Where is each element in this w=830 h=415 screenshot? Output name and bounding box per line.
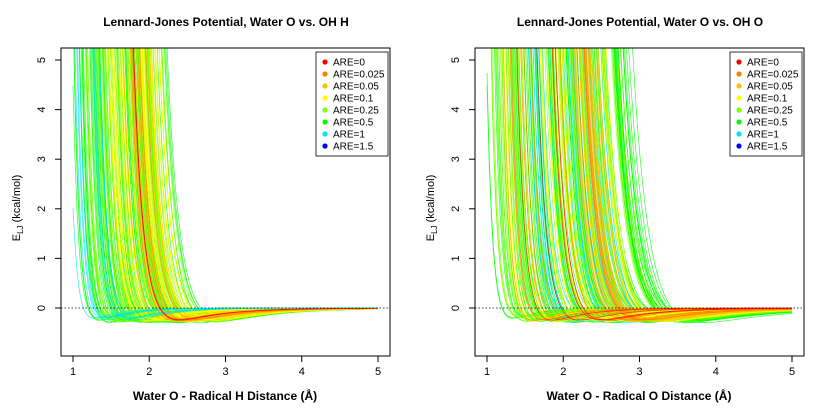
x-tick-label: 2 (146, 366, 152, 378)
y-axis-label-main: E (425, 234, 437, 241)
legend-dot (322, 71, 328, 77)
legend-dot (322, 131, 328, 137)
x-tick-label: 1 (484, 366, 490, 378)
legend-label: ARE=1.5 (333, 142, 374, 153)
chart-title: Lennard-Jones Potential, Water O vs. OH … (517, 15, 763, 29)
lj-curve (98, 48, 378, 317)
x-tick-label: 2 (560, 366, 566, 378)
legend-dot (736, 119, 742, 125)
lj-curve (102, 48, 379, 317)
x-axis-label: Water O - Radical O Distance (Å) (547, 388, 732, 403)
chart-panel-water-o-vs-oh-o: Lennard-Jones Potential, Water O vs. OH … (425, 15, 805, 403)
y-tick-label: 2 (450, 206, 462, 212)
legend: ARE=0 ARE=0.025 ARE=0.05 ARE=0.1 ARE=0.2… (729, 51, 803, 157)
lj-curve (616, 48, 793, 320)
legend-dot (322, 95, 328, 101)
legend-label: ARE=0 (333, 58, 365, 69)
chart-title: Lennard-Jones Potential, Water O vs. OH … (103, 15, 349, 29)
x-axis-label: Water O - Radical H Distance (Å) (133, 388, 317, 403)
y-tick-label: 4 (36, 107, 48, 113)
y-tick-label: 2 (36, 206, 48, 212)
legend-label: ARE=0.05 (747, 82, 793, 93)
legend-label: ARE=1 (333, 130, 365, 141)
legend-dot (322, 143, 328, 149)
legend-label: ARE=1 (747, 130, 779, 141)
x-axis: 1 2 3 4 5 (484, 355, 795, 378)
lj-curve (151, 48, 379, 322)
legend-dot (322, 119, 328, 125)
legend-label: ARE=0.1 (747, 94, 788, 105)
legend-label: ARE=0.1 (333, 94, 374, 105)
legend-label: ARE=1.5 (747, 142, 788, 153)
lj-curve (623, 48, 793, 322)
x-tick-label: 4 (299, 366, 305, 378)
legend-label: ARE=0.25 (333, 106, 379, 117)
y-axis-label-units: (kcal/mol) (425, 175, 437, 226)
y-axis-label-subscript: LJ (16, 225, 25, 233)
legend-label: ARE=0.25 (747, 106, 793, 117)
y-tick-label: 4 (450, 107, 462, 113)
lj-curve (616, 48, 793, 322)
y-tick-label: 1 (36, 255, 48, 261)
legend-dot (736, 95, 742, 101)
legend-box (315, 51, 389, 157)
legend-label: ARE=0.025 (747, 70, 799, 81)
legend-dot (736, 71, 742, 77)
legend-label: ARE=0.5 (747, 118, 788, 129)
legend-dot (736, 59, 742, 65)
x-tick-label: 5 (375, 366, 381, 378)
lj-curve (132, 48, 378, 317)
y-axis-label: ELJ (kcal/mol) (11, 175, 25, 242)
lj-curve (132, 48, 378, 320)
legend-label: ARE=0.05 (333, 82, 379, 93)
legend-label: ARE=0.025 (333, 70, 385, 81)
legend: ARE=0 ARE=0.025 ARE=0.05 ARE=0.1 ARE=0.2… (315, 51, 389, 157)
legend-dot (736, 83, 742, 89)
y-tick-label: 5 (36, 57, 48, 63)
lj-curve (583, 48, 792, 321)
y-tick-label: 1 (450, 255, 462, 261)
y-axis-label-subscript: LJ (430, 225, 439, 233)
lj-curve (632, 48, 793, 323)
legend-dot (736, 107, 742, 113)
lj-curve (596, 48, 793, 321)
y-axis-label: ELJ (kcal/mol) (425, 175, 439, 242)
y-axis: 0 1 2 3 4 5 (36, 57, 62, 311)
y-axis-label-main: E (11, 234, 23, 241)
y-tick-label: 5 (450, 57, 462, 63)
legend-dot (322, 107, 328, 113)
legend-label: ARE=0.5 (333, 118, 374, 129)
y-axis-label-units: (kcal/mol) (11, 175, 23, 226)
x-tick-label: 4 (713, 366, 719, 378)
y-tick-label: 3 (450, 156, 462, 162)
legend-label: ARE=0 (747, 58, 779, 69)
y-tick-label: 0 (450, 305, 462, 311)
chart-panel-water-o-vs-oh-h: Lennard-Jones Potential, Water O vs. OH … (11, 15, 391, 403)
x-tick-label: 1 (70, 366, 76, 378)
lj-curve (628, 48, 793, 321)
x-tick-label: 3 (222, 366, 228, 378)
y-tick-label: 3 (36, 156, 48, 162)
lj-curve (551, 48, 792, 321)
lj-curve (110, 48, 378, 317)
x-tick-label: 3 (636, 366, 642, 378)
legend-dot (736, 143, 742, 149)
y-axis: 0 1 2 3 4 5 (450, 57, 476, 311)
legend-box (729, 51, 803, 157)
x-tick-label: 5 (789, 366, 795, 378)
y-tick-label: 0 (36, 305, 48, 311)
legend-dot (736, 131, 742, 137)
legend-dot (322, 59, 328, 65)
x-axis: 1 2 3 4 5 (70, 355, 381, 378)
legend-dot (322, 83, 328, 89)
